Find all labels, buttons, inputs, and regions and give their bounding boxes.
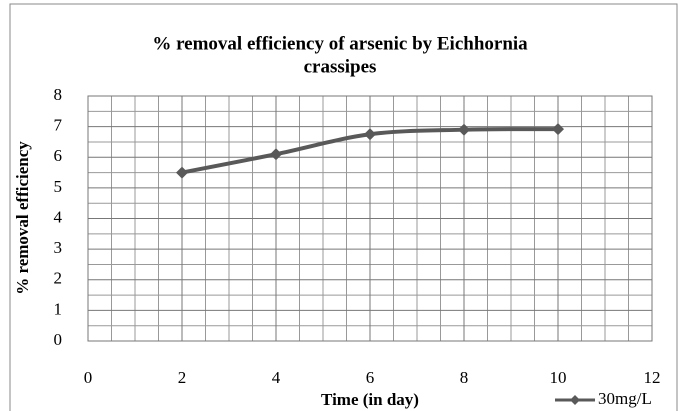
y-tick-label: 8 xyxy=(54,85,63,104)
x-tick-label: 8 xyxy=(460,368,469,387)
y-tick-label: 7 xyxy=(54,116,63,135)
x-tick-label: 6 xyxy=(366,368,375,387)
legend-label: 30mg/L xyxy=(598,389,652,408)
x-tick-label: 4 xyxy=(272,368,281,387)
chart-frame xyxy=(9,3,678,411)
x-tick-label: 2 xyxy=(178,368,187,387)
y-tick-label: 1 xyxy=(54,299,63,318)
y-tick-label: 0 xyxy=(54,330,63,349)
y-tick-label: 2 xyxy=(54,269,63,288)
y-tick-label: 6 xyxy=(54,146,63,165)
y-tick-label: 3 xyxy=(54,238,63,257)
x-tick-label: 10 xyxy=(550,368,567,387)
y-tick-label: 5 xyxy=(54,177,63,196)
data-point xyxy=(552,123,564,136)
data-point xyxy=(364,128,376,141)
x-tick-label: 12 xyxy=(644,368,661,387)
y-tick-label: 4 xyxy=(54,207,63,226)
plot-border xyxy=(87,95,653,342)
y-axis-title: % removal efficiency xyxy=(13,141,32,295)
data-point xyxy=(458,123,470,136)
x-tick-label: 0 xyxy=(84,368,93,387)
data-point xyxy=(176,166,188,179)
chart-subtitle: crassipes xyxy=(304,56,377,77)
data-point xyxy=(270,148,282,161)
legend-marker xyxy=(570,395,580,405)
x-axis-title: Time (in day) xyxy=(321,390,419,409)
chart-title: % removal efficiency of arsenic by Eichh… xyxy=(152,33,528,54)
